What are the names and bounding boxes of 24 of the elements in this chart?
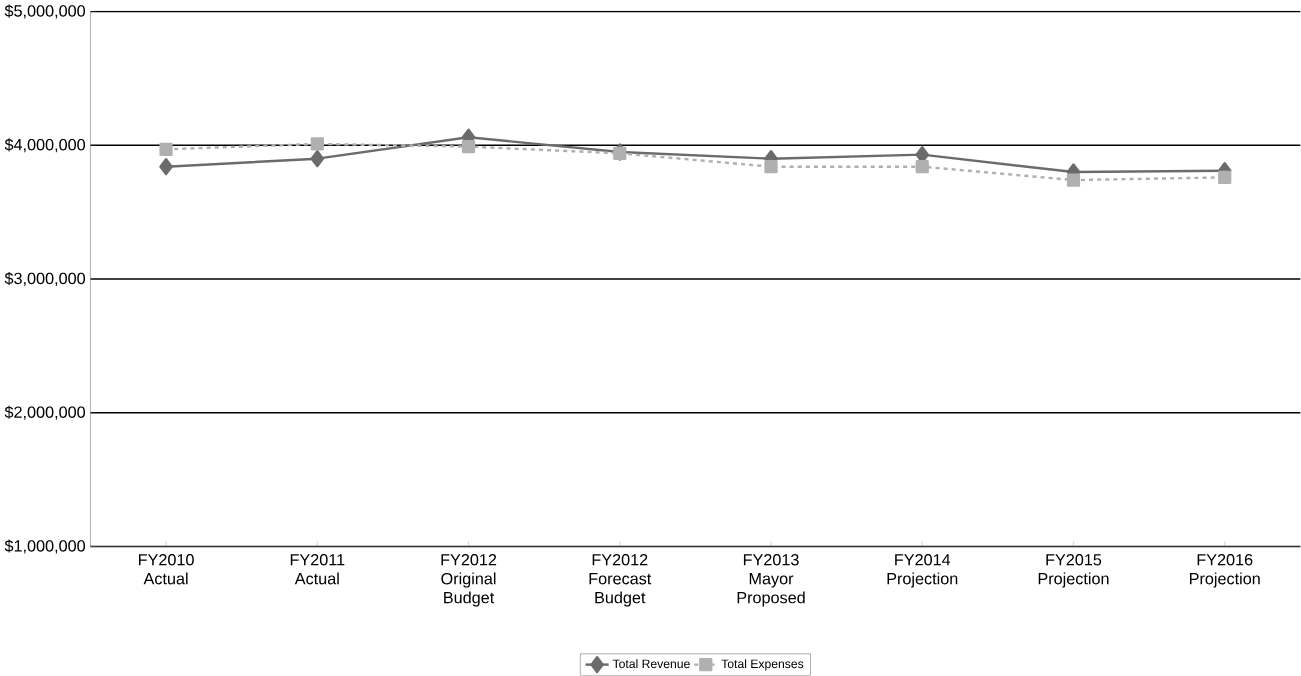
x-tick-label: FY2016 Projection bbox=[1189, 554, 1260, 588]
x-tick-label: FY2012 Original Budget bbox=[441, 554, 497, 607]
x-tick-label: FY2013 Mayor Proposed bbox=[737, 554, 805, 607]
x-tick-label: FY2015 Projection bbox=[1038, 554, 1109, 588]
x-tick-label: FY2011 Actual bbox=[290, 554, 345, 585]
point bbox=[1218, 170, 1232, 185]
point bbox=[310, 137, 324, 151]
y-tick-label: $2,000,000 bbox=[4, 405, 86, 420]
y-tick-label: $5,000,000 bbox=[4, 4, 86, 19]
x-tick-label: FY2010 Actual bbox=[139, 554, 194, 585]
point bbox=[461, 140, 476, 154]
point bbox=[1066, 173, 1081, 187]
point bbox=[310, 150, 325, 168]
point bbox=[159, 158, 173, 176]
y-tick-label: $4,000,000 bbox=[4, 138, 86, 153]
point bbox=[764, 160, 778, 174]
point bbox=[159, 142, 173, 157]
y-tick-label: $3,000,000 bbox=[4, 272, 86, 287]
legend-label: Total Revenue bbox=[612, 659, 690, 669]
legend-label: Total Expenses bbox=[721, 659, 804, 671]
x-tick-label: FY2012 Forecast Budget bbox=[589, 554, 652, 607]
x-tick-label: FY2014 Projection bbox=[887, 554, 958, 588]
point bbox=[915, 160, 929, 174]
y-tick-label: $1,000,000 bbox=[4, 539, 86, 554]
